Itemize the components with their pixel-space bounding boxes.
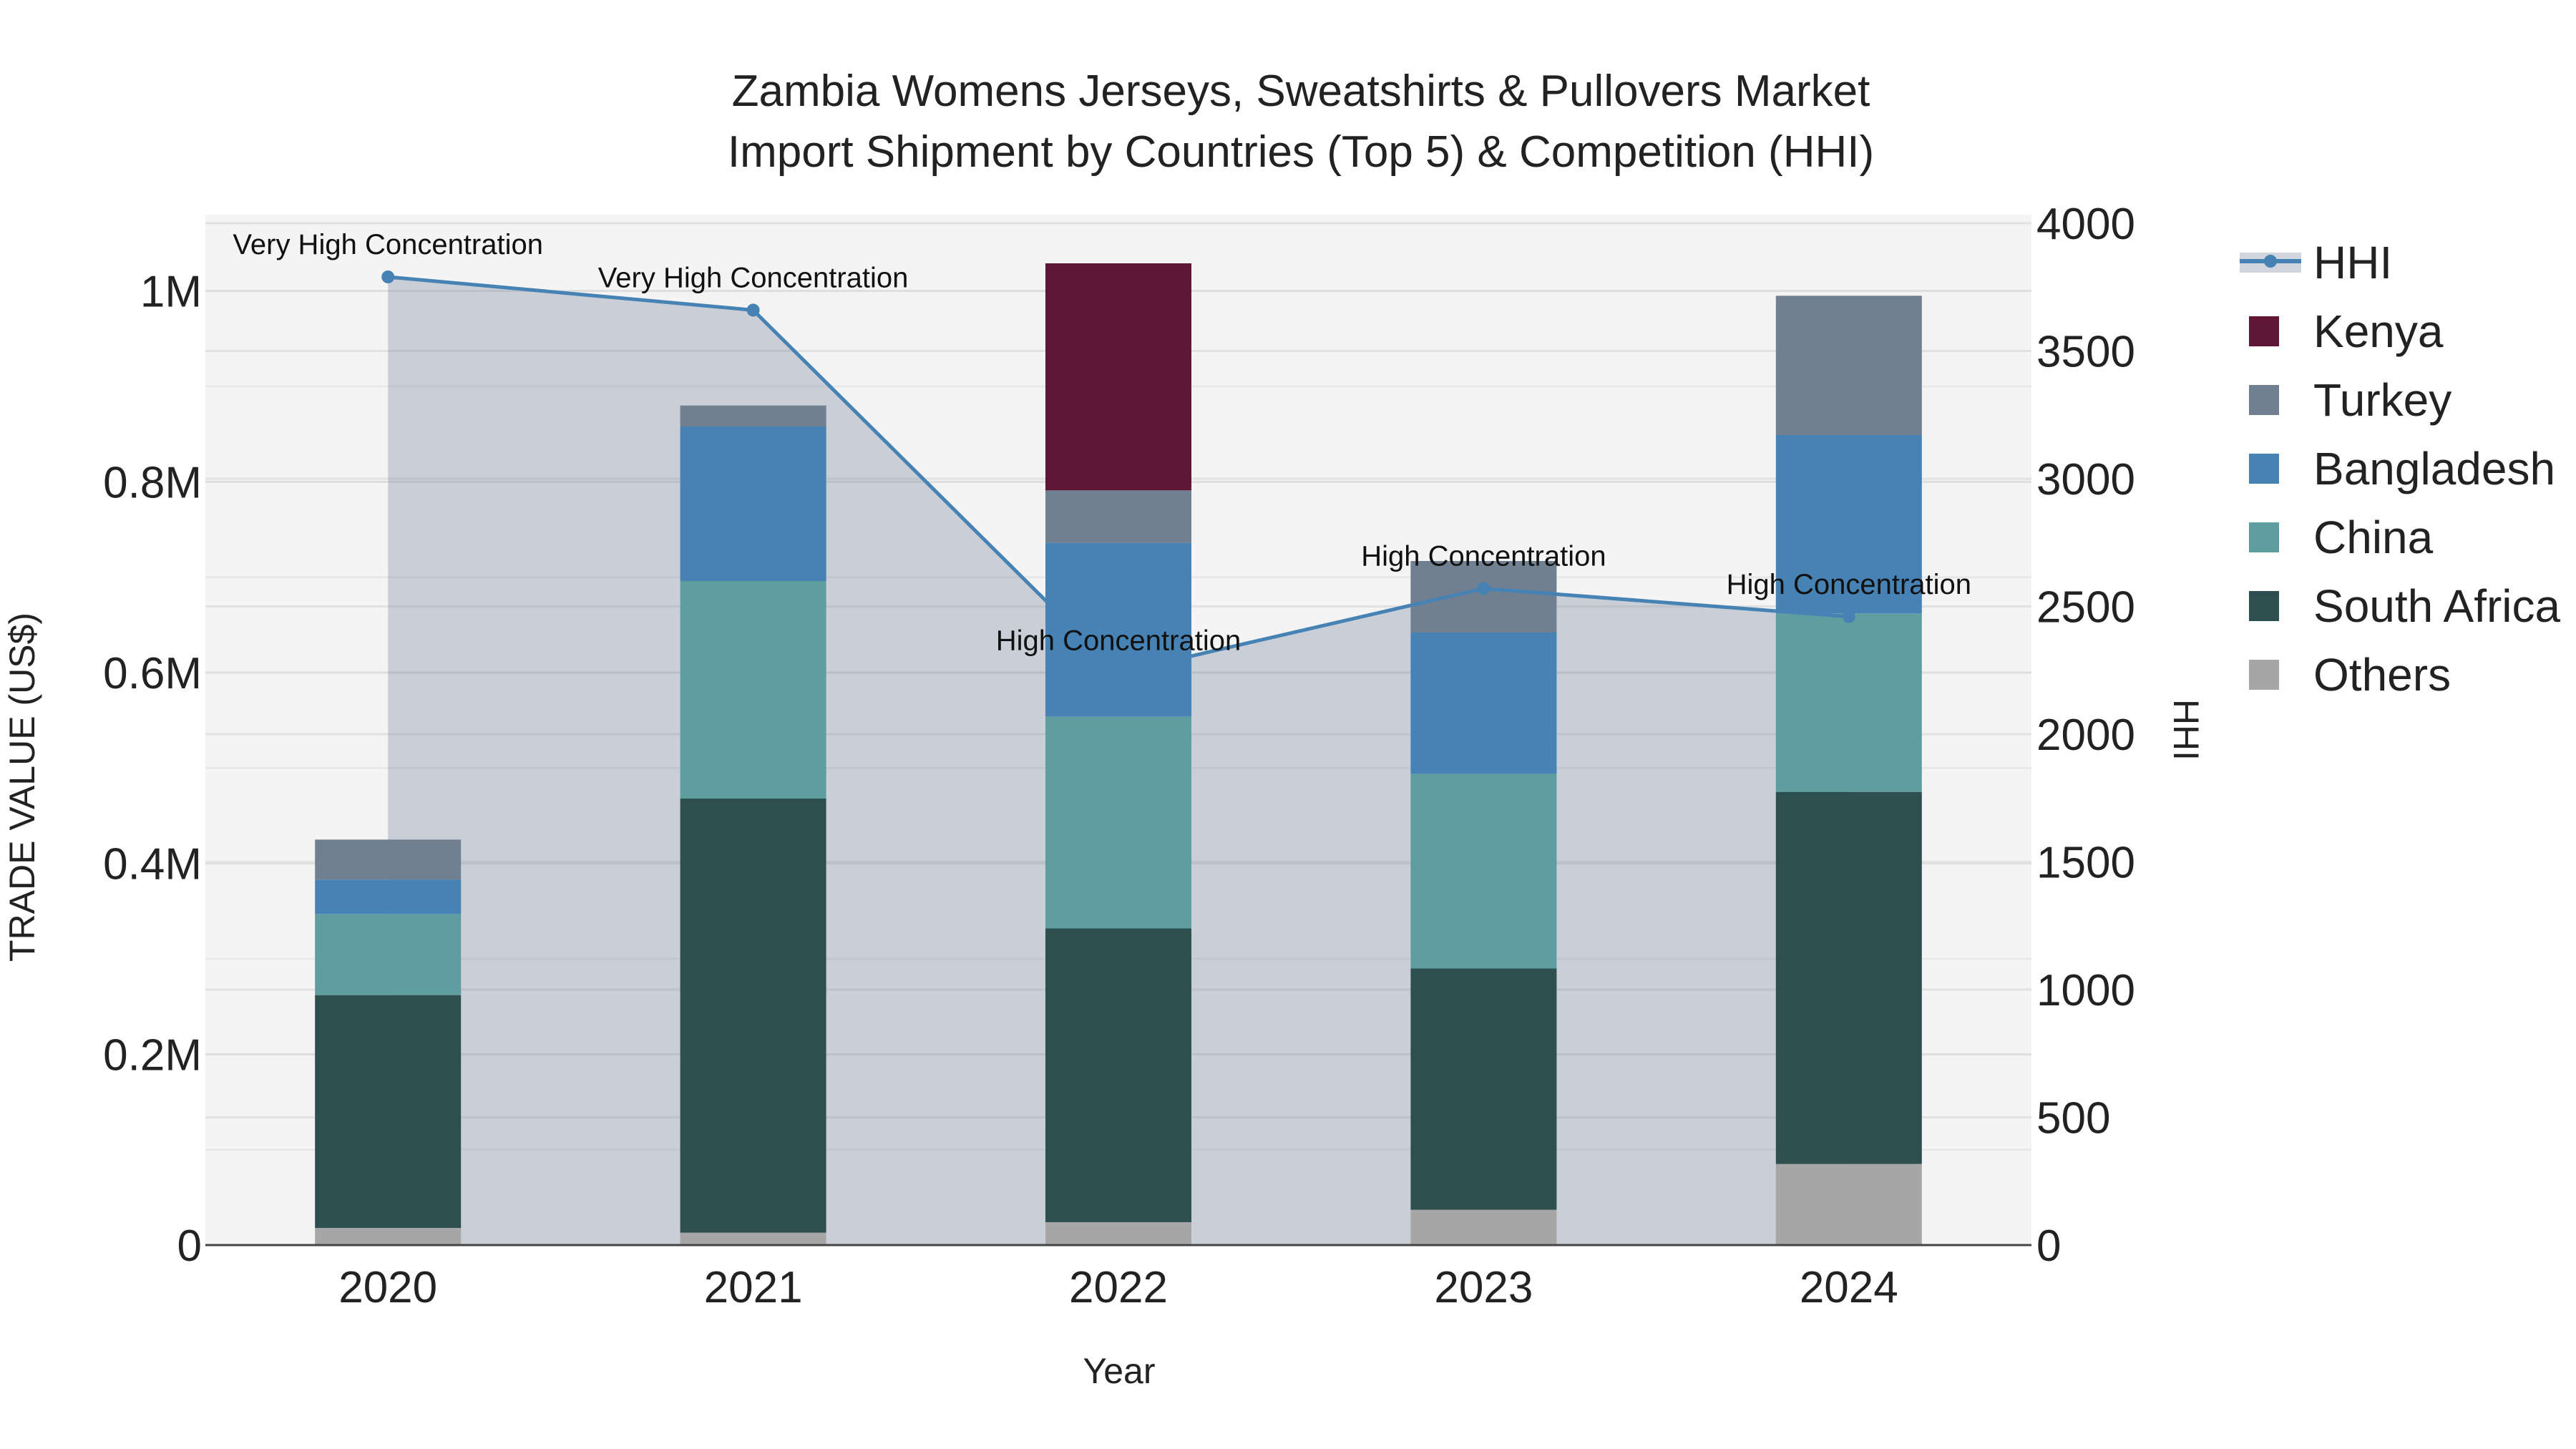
bar-south-africa-2023 (1410, 968, 1557, 1210)
y-tick-label: 1M (140, 268, 202, 317)
y-axis-ticks: 0 0.2M 0.4M 0.6M 0.8M 1M (103, 268, 202, 1271)
bar-others-2022 (1045, 1222, 1191, 1245)
legend-swatch-hhi-marker (2264, 255, 2277, 268)
y2-tick-label: 2500 (2036, 583, 2135, 633)
legend-swatch-china (2249, 522, 2279, 552)
hhi-annotations: Very High Concentration Very High Concent… (233, 229, 1971, 656)
legend-swatch-kenya (2249, 316, 2279, 346)
x-axis-title: Year (1083, 1351, 1155, 1391)
bar-kenya-2022 (1045, 263, 1191, 491)
y-tick-label: 0.6M (103, 649, 202, 698)
y-axis-title: TRADE VALUE (US$) (2, 613, 42, 962)
y2-tick-label: 4000 (2036, 200, 2135, 249)
hhi-point-2021 (746, 303, 760, 317)
bar-bangladesh-2021 (680, 426, 826, 581)
legend-swatch-bangladesh (2249, 454, 2279, 484)
bar-others-2024 (1775, 1163, 1922, 1245)
y-tick-label: 0.2M (103, 1030, 202, 1080)
bar-china-2022 (1045, 716, 1191, 929)
x-tick-label-2024: 2024 (1800, 1263, 1898, 1312)
bar-turkey-2023 (1410, 561, 1557, 633)
hhi-series (381, 270, 1855, 680)
y2-tick-label: 3000 (2036, 455, 2135, 504)
bar-turkey-2024 (1775, 296, 1922, 435)
hhi-point-2023 (1477, 582, 1491, 595)
x-axis-ticks: 2020 2021 2022 2023 2024 (338, 1263, 1898, 1312)
legend-label-kenya[interactable]: Kenya (2313, 306, 2444, 357)
y-tick-label: 0 (177, 1221, 202, 1271)
bar-south-africa-2024 (1775, 791, 1922, 1164)
bar-south-africa-2021 (680, 799, 826, 1233)
y2-tick-label: 3500 (2036, 328, 2135, 377)
x-tick-label-2020: 2020 (338, 1263, 437, 1312)
y2-tick-label: 2000 (2036, 711, 2135, 760)
hhi-annotation-2023: High Concentration (1361, 541, 1606, 572)
y2-axis-title: HHI (2166, 699, 2206, 761)
bar-turkey-2021 (680, 405, 826, 426)
legend-swatch-turkey (2249, 385, 2279, 415)
y2-tick-label: 1500 (2036, 839, 2135, 888)
legend-swatch-others (2249, 660, 2279, 690)
bar-turkey-2022 (1045, 490, 1191, 543)
bar-bangladesh-2022 (1045, 542, 1191, 717)
hhi-annotation-2024: High Concentration (1727, 569, 1971, 600)
bar-bangladesh-2024 (1775, 435, 1922, 614)
bar-bangladesh-2020 (315, 879, 462, 914)
legend-swatch-south-africa (2249, 591, 2279, 621)
hhi-point-2020 (381, 270, 395, 283)
legend-label-bangladesh[interactable]: Bangladesh (2313, 443, 2555, 494)
legend-label-china[interactable]: China (2313, 512, 2434, 563)
y2-tick-label: 0 (2036, 1221, 2061, 1271)
legend-label-others[interactable]: Others (2313, 649, 2451, 701)
y-tick-label: 0.8M (103, 458, 202, 507)
bar-others-2020 (315, 1228, 462, 1245)
legend-label-south-africa[interactable]: South Africa (2313, 580, 2561, 632)
bars (315, 263, 1922, 1245)
bar-china-2023 (1410, 774, 1557, 969)
bar-south-africa-2022 (1045, 928, 1191, 1222)
legend-label-hhi[interactable]: HHI (2313, 237, 2392, 288)
bar-china-2020 (315, 914, 462, 995)
bar-china-2021 (680, 581, 826, 799)
y2-tick-label: 1000 (2036, 966, 2135, 1015)
y2-tick-label: 500 (2036, 1094, 2110, 1143)
hhi-annotation-2022: High Concentration (996, 625, 1241, 656)
legend: HHI Kenya Turkey Bangladesh China South Afric… (2240, 237, 2561, 701)
bar-others-2023 (1410, 1209, 1557, 1245)
x-tick-label-2023: 2023 (1434, 1263, 1533, 1312)
hhi-point-2022 (1112, 666, 1125, 680)
bar-others-2021 (680, 1232, 826, 1245)
chart-title-line2: Import Shipment by Countries (Top 5) & C… (728, 127, 1874, 177)
x-tick-label-2022: 2022 (1069, 1263, 1168, 1312)
y2-axis-ticks: 0 500 1000 1500 2000 2500 3000 3500 4000 (2036, 200, 2135, 1271)
bar-bangladesh-2023 (1410, 633, 1557, 774)
y-tick-label: 0.4M (103, 840, 202, 889)
hhi-annotation-2021: Very High Concentration (598, 262, 909, 293)
chart-title-line1: Zambia Womens Jerseys, Sweatshirts & Pul… (732, 67, 1870, 116)
x-tick-label-2021: 2021 (704, 1263, 803, 1312)
legend-label-turkey[interactable]: Turkey (2313, 374, 2451, 426)
hhi-point-2024 (1842, 610, 1855, 623)
bar-turkey-2020 (315, 839, 462, 880)
bar-south-africa-2020 (315, 995, 462, 1228)
bar-china-2024 (1775, 613, 1922, 792)
hhi-annotation-2020: Very High Concentration (233, 229, 543, 260)
